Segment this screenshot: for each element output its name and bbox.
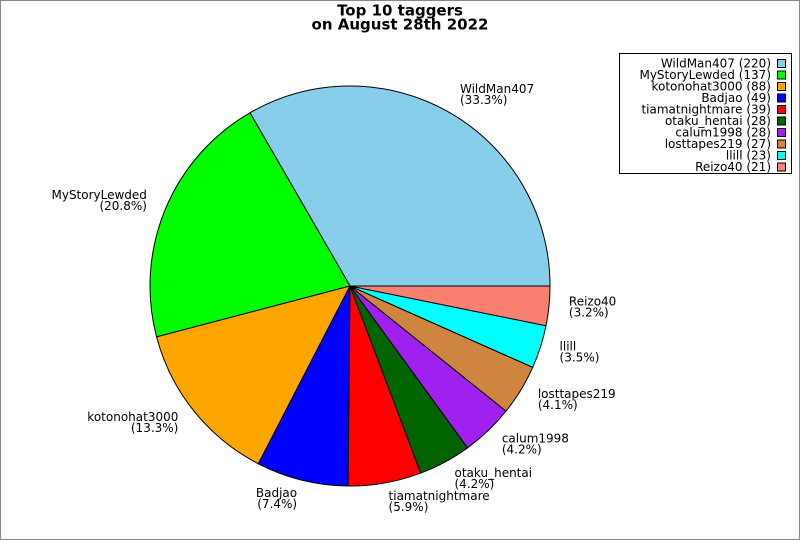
legend-label: kotonohat3000 (88) [651,80,771,94]
legend-swatch [777,105,786,114]
slice-label: WildMan407 [460,82,534,96]
legend-label: WildMan407 (220) [661,57,771,71]
legend-box [619,53,792,174]
legend-label: llill (23) [726,149,771,163]
legend-swatch [777,139,786,149]
legend-swatch [777,128,786,137]
legend-swatch [777,162,786,172]
legend-label: losttapes219 (27) [665,137,771,151]
pie-slice [349,285,551,327]
pie-slice [149,112,351,338]
pie-slice [155,285,351,465]
pie-slice [249,85,551,287]
legend-swatch [777,59,786,68]
slice-label: losttapes219 [538,387,616,401]
legend-swatch [777,116,786,126]
slice-percent: (13.3%) [131,421,178,435]
slice-label: MyStoryLewded [51,188,146,202]
slice-label: Reizo40 [569,294,616,308]
slice-label: tiamatnightmare [389,489,490,503]
legend-label: MyStoryLewded (137) [639,68,771,82]
slice-label: calum1998 [502,432,569,446]
slice-label: llill [560,339,577,353]
slice-percent: (7.4%) [257,497,297,511]
slice-label: otaku_hentai [455,466,533,480]
slice-label: kotonohat3000 [87,410,178,424]
legend-label: tiamatnightmare (39) [641,103,771,117]
legend-swatch [777,93,786,103]
legend-label: Badjao (49) [701,91,771,105]
slice-percent: (20.8%) [99,199,146,213]
chart-title: Top 10 taggers [337,2,463,20]
slice-percent: (3.2%) [569,305,609,319]
legend-label: otaku_hentai (28) [665,114,771,128]
slice-percent: (5.9%) [389,500,429,514]
slice-percent: (4.2%) [502,443,542,457]
slice-percent: (3.5%) [560,350,600,364]
slice-percent: (4.2%) [455,477,495,491]
legend-label: calum1998 (28) [675,126,771,140]
legend-swatch [777,82,786,91]
slice-percent: (33.3%) [460,93,507,107]
slice-percent: (4.1%) [538,398,578,412]
chart-subtitle: on August 28th 2022 [312,16,489,34]
legend-label: Reizo40 (21) [695,160,771,174]
slice-label: Badjao [256,486,297,500]
legend-swatch [777,70,786,80]
legend-swatch [777,151,786,160]
